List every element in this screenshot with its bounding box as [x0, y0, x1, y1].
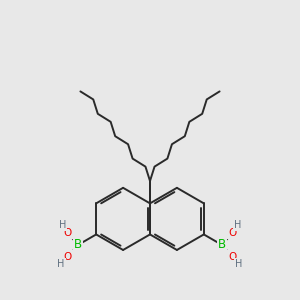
Text: H: H — [59, 220, 66, 230]
Text: O: O — [64, 228, 72, 238]
Text: B: B — [218, 238, 226, 251]
Text: O: O — [64, 252, 72, 262]
Text: O: O — [228, 228, 236, 238]
Text: O: O — [228, 252, 236, 262]
Text: H: H — [236, 259, 243, 269]
Text: B: B — [74, 238, 82, 251]
Text: H: H — [234, 220, 241, 230]
Text: H: H — [57, 259, 64, 269]
